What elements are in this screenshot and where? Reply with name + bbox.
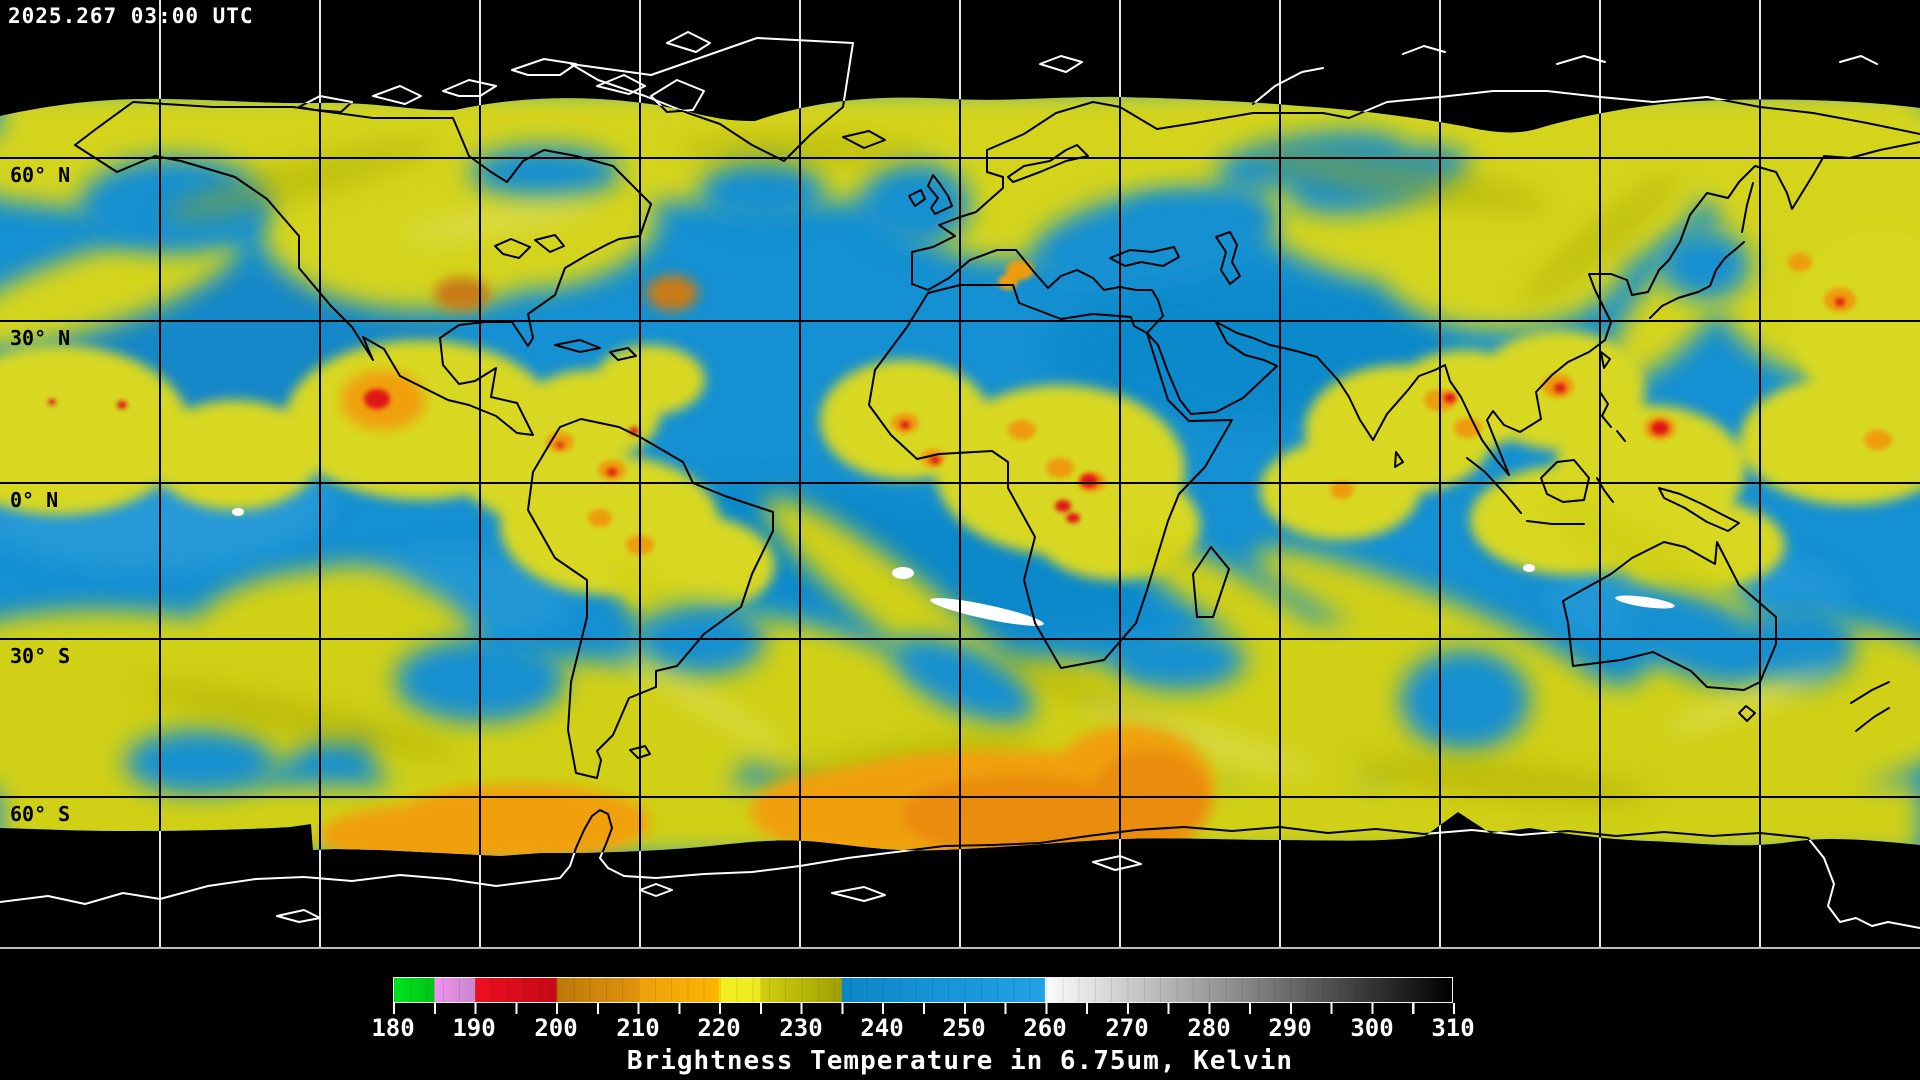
colorbar-label-310: 310	[1431, 1014, 1475, 1042]
colorbar-label-290: 290	[1268, 1014, 1312, 1042]
timestamp: 2025.267 03:00 UTC	[8, 4, 254, 28]
colorbar-ticks	[393, 1003, 1455, 1014]
colorbar-label-240: 240	[860, 1014, 904, 1042]
colorbar-gradient	[393, 977, 1453, 1003]
colorbar-label-190: 190	[452, 1014, 496, 1042]
colorbar-label-250: 250	[942, 1014, 986, 1042]
colorbar-label-260: 260	[1023, 1014, 1067, 1042]
colorbar-caption: Brightness Temperature in 6.75um, Kelvin	[626, 1046, 1294, 1076]
colorbar-label-180: 180	[371, 1014, 415, 1042]
colorbar-label-300: 300	[1350, 1014, 1394, 1042]
lat-label-60s: 60° S	[10, 802, 71, 826]
colorbar-label-220: 220	[697, 1014, 741, 1042]
lat-label-0n: 0° N	[10, 488, 59, 512]
hurricane-eye	[364, 389, 390, 409]
brightness-temperature-field	[0, 96, 1920, 856]
colorbar-label-200: 200	[534, 1014, 578, 1042]
colorbar-label-230: 230	[779, 1014, 823, 1042]
colorbar-label-210: 210	[616, 1014, 660, 1042]
warm-white-spots	[232, 508, 1675, 626]
lat-label-60n: 60° N	[10, 163, 71, 187]
colorbar-label-270: 270	[1105, 1014, 1149, 1042]
lat-label-30s: 30° S	[10, 644, 71, 668]
lat-label-30n: 30° N	[10, 326, 71, 350]
colorbar-label-280: 280	[1187, 1014, 1231, 1042]
world-map	[0, 0, 1920, 949]
deep-convection-red-cores	[48, 298, 1845, 523]
